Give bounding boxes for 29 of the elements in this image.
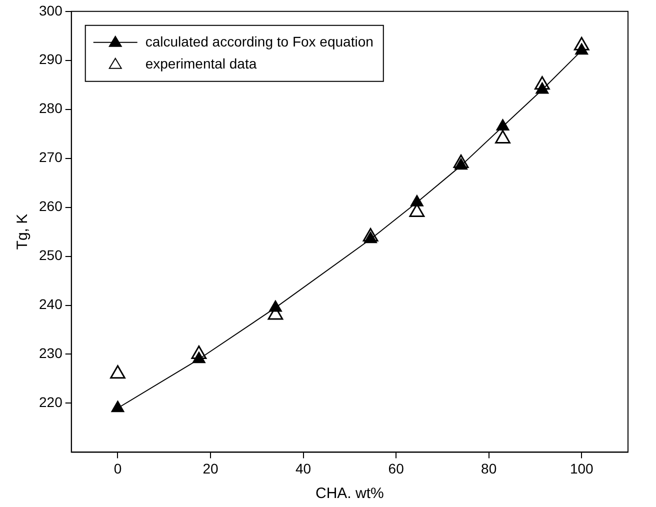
- x-tick-label: 100: [570, 460, 594, 476]
- y-tick-label: 280: [39, 100, 63, 116]
- point: [362, 228, 378, 242]
- x-axis-title: CHA. wt%: [316, 485, 384, 502]
- x-tick-label: 20: [202, 460, 219, 476]
- point: [410, 194, 424, 206]
- x-tick-label: 0: [114, 460, 122, 476]
- point: [496, 119, 510, 130]
- point: [574, 36, 590, 50]
- x-tick-label: 80: [481, 460, 497, 476]
- legend-label: experimental data: [145, 55, 257, 72]
- y-tick-label: 290: [39, 51, 63, 68]
- y-axis-title: Tg, K: [14, 214, 32, 250]
- point: [534, 76, 550, 90]
- point: [495, 130, 510, 144]
- point: [110, 365, 126, 379]
- legend-label: calculated according to Fox equation: [145, 33, 374, 50]
- y-tick-label: 300: [39, 2, 63, 18]
- y-tick-label: 260: [39, 198, 63, 214]
- y-tick-label: 230: [39, 345, 63, 362]
- point: [453, 154, 469, 168]
- x-tick-label: 60: [388, 460, 404, 476]
- y-tick-label: 270: [39, 149, 63, 166]
- y-tick-label: 220: [39, 394, 63, 410]
- point: [111, 400, 124, 412]
- x-tick-label: 40: [296, 460, 312, 476]
- y-tick-label: 250: [39, 247, 63, 264]
- point: [191, 345, 207, 359]
- y-tick-label: 240: [39, 296, 63, 312]
